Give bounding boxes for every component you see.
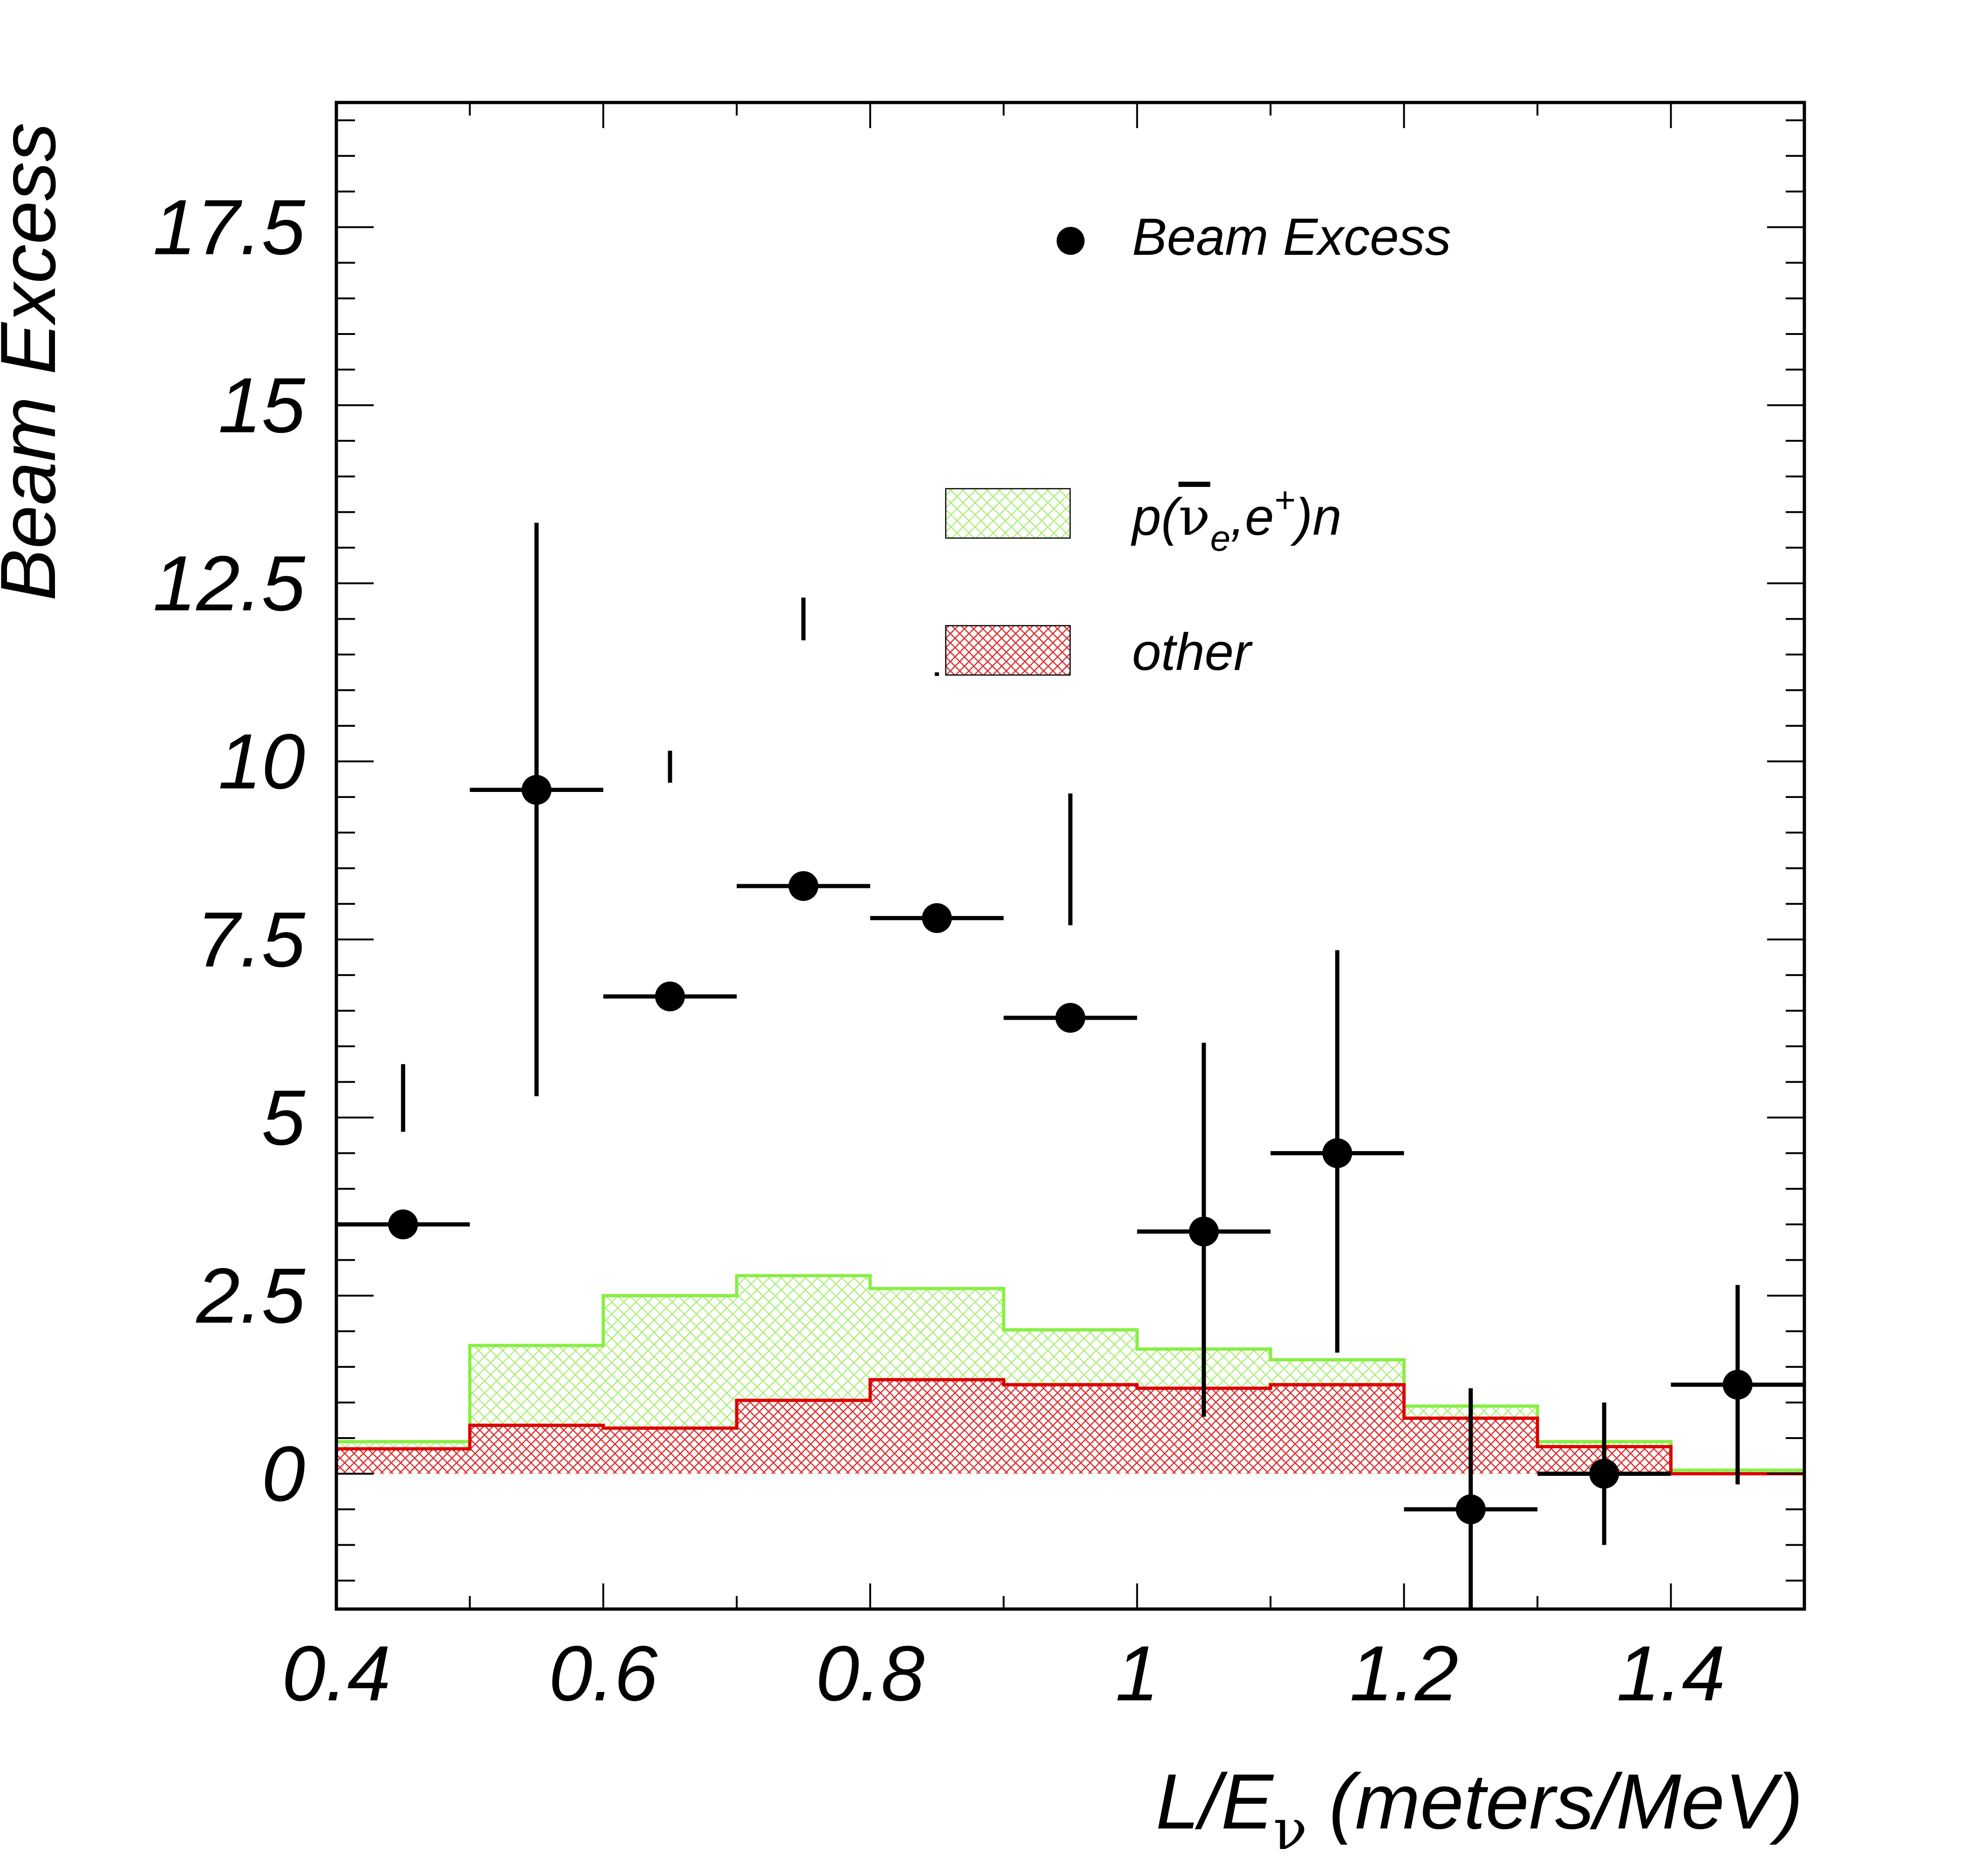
data-point — [788, 871, 819, 901]
tick-layer — [335, 102, 1805, 1609]
other-histogram-fill — [336, 1379, 1804, 1474]
legend-label-beam-excess: Beam Excess — [1132, 208, 1451, 266]
x-tick-label: 1.4 — [1617, 1630, 1726, 1717]
x-tick-label: 1 — [1115, 1630, 1159, 1717]
y-tick-label: 17.5 — [153, 184, 306, 271]
data-point — [1055, 1003, 1086, 1033]
y-tick-label: 10 — [218, 717, 305, 805]
x-tick-label: 0.4 — [282, 1630, 391, 1717]
data-point — [1589, 1459, 1619, 1489]
x-tick-label: 1.2 — [1350, 1630, 1459, 1717]
plot-frame — [335, 101, 1806, 1611]
data-point — [388, 1209, 418, 1240]
data-point — [655, 981, 685, 1011]
y-axis-title: Beam Excess — [0, 123, 72, 601]
tick-label-layer: 0.4 0.6 0.8 1 1.2 1.4 0 2.5 5 7.5 10 12.5 15 17.5 — [153, 184, 1725, 1717]
x-axis-title: L/Eν (meters/MeV) — [1156, 1758, 1803, 1862]
data-points-layer — [336, 523, 1804, 1609]
data-point — [1455, 1494, 1486, 1524]
data-point — [1188, 1216, 1219, 1247]
legend-label-signal: p(νe,e+)n — [1131, 479, 1342, 559]
data-point — [521, 775, 552, 805]
data-point — [1322, 1138, 1352, 1168]
data-point — [1722, 1370, 1753, 1400]
y-tick-label: 15 — [218, 362, 305, 449]
y-tick-label: 7.5 — [196, 896, 305, 983]
legend: Beam Excess p(νe,e+)n other — [945, 208, 1451, 681]
legend-swatch-other — [945, 625, 1071, 676]
legend-swatch-signal — [945, 488, 1071, 539]
y-tick-label: 0 — [262, 1430, 305, 1517]
y-tick-label: 2.5 — [196, 1252, 305, 1339]
x-tick-label: 0.6 — [549, 1630, 658, 1717]
x-axis-title-unit — [1307, 1758, 1329, 1845]
legend-signal-nubar: ν — [1179, 487, 1210, 547]
legend-label-other: other — [1132, 623, 1253, 681]
other-histogram-line — [336, 1378, 1804, 1475]
x-tick-label: 0.8 — [816, 1630, 925, 1717]
x-axis-title-nu: ν — [1273, 1798, 1307, 1862]
x-axis-title-main: L/E — [1156, 1758, 1274, 1845]
data-point — [922, 903, 952, 933]
y-tick-label: 5 — [262, 1074, 306, 1161]
y-tick-label: 12.5 — [153, 539, 306, 627]
x-axis-title-units: (meters/MeV) — [1329, 1758, 1803, 1845]
legend-marker-beam-excess — [1057, 227, 1085, 255]
histogram-layer — [336, 1274, 1804, 1475]
